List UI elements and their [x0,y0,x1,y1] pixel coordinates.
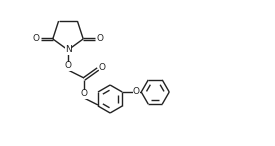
Text: O: O [81,89,87,99]
Text: O: O [98,64,106,73]
Text: O: O [65,61,72,71]
Text: N: N [65,46,72,54]
Text: O: O [32,34,39,44]
Text: O: O [133,87,140,97]
Text: O: O [97,34,104,44]
